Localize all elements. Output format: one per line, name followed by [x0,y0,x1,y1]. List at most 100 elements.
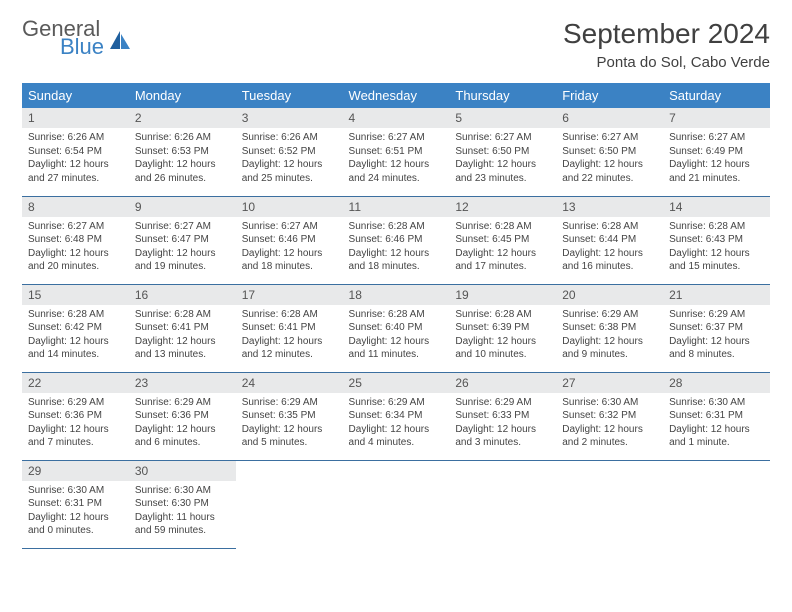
sunset-line: Sunset: 6:53 PM [135,145,230,159]
day-details: Sunrise: 6:27 AMSunset: 6:50 PMDaylight:… [556,128,663,191]
sunset-line: Sunset: 6:31 PM [28,497,123,511]
sunset-line: Sunset: 6:36 PM [135,409,230,423]
calendar-cell: 1Sunrise: 6:26 AMSunset: 6:54 PMDaylight… [22,108,129,196]
calendar-cell: 8Sunrise: 6:27 AMSunset: 6:48 PMDaylight… [22,196,129,284]
sunrise-line: Sunrise: 6:28 AM [349,308,444,322]
calendar-cell [449,460,556,548]
daylight-line: Daylight: 12 hours and 17 minutes. [455,247,550,274]
sunset-line: Sunset: 6:43 PM [669,233,764,247]
calendar-cell: 25Sunrise: 6:29 AMSunset: 6:34 PMDayligh… [343,372,450,460]
logo-line2: Blue [60,36,104,58]
sunset-line: Sunset: 6:37 PM [669,321,764,335]
calendar-cell: 24Sunrise: 6:29 AMSunset: 6:35 PMDayligh… [236,372,343,460]
sunrise-line: Sunrise: 6:27 AM [669,131,764,145]
day-number: 1 [22,108,129,128]
sunset-line: Sunset: 6:34 PM [349,409,444,423]
day-number: 18 [343,285,450,305]
sunrise-line: Sunrise: 6:27 AM [455,131,550,145]
day-details: Sunrise: 6:27 AMSunset: 6:46 PMDaylight:… [236,217,343,280]
day-details: Sunrise: 6:29 AMSunset: 6:36 PMDaylight:… [129,393,236,456]
day-number: 10 [236,197,343,217]
calendar-cell [663,460,770,548]
daylight-line: Daylight: 12 hours and 9 minutes. [562,335,657,362]
calendar-cell: 6Sunrise: 6:27 AMSunset: 6:50 PMDaylight… [556,108,663,196]
sunrise-line: Sunrise: 6:28 AM [135,308,230,322]
weekday-header: Saturday [663,83,770,108]
day-details: Sunrise: 6:27 AMSunset: 6:51 PMDaylight:… [343,128,450,191]
daylight-line: Daylight: 12 hours and 23 minutes. [455,158,550,185]
day-details: Sunrise: 6:28 AMSunset: 6:42 PMDaylight:… [22,305,129,368]
day-number: 19 [449,285,556,305]
sunrise-line: Sunrise: 6:29 AM [669,308,764,322]
day-number: 9 [129,197,236,217]
calendar-table: SundayMondayTuesdayWednesdayThursdayFrid… [22,83,770,549]
day-number: 22 [22,373,129,393]
day-number: 16 [129,285,236,305]
sunrise-line: Sunrise: 6:28 AM [455,220,550,234]
sunrise-line: Sunrise: 6:28 AM [28,308,123,322]
daylight-line: Daylight: 12 hours and 5 minutes. [242,423,337,450]
sunrise-line: Sunrise: 6:30 AM [669,396,764,410]
calendar-cell: 26Sunrise: 6:29 AMSunset: 6:33 PMDayligh… [449,372,556,460]
day-number: 5 [449,108,556,128]
sunset-line: Sunset: 6:30 PM [135,497,230,511]
daylight-line: Daylight: 12 hours and 6 minutes. [135,423,230,450]
day-details: Sunrise: 6:30 AMSunset: 6:32 PMDaylight:… [556,393,663,456]
sunrise-line: Sunrise: 6:28 AM [242,308,337,322]
day-details: Sunrise: 6:30 AMSunset: 6:30 PMDaylight:… [129,481,236,544]
weekday-header: Wednesday [343,83,450,108]
day-details: Sunrise: 6:27 AMSunset: 6:50 PMDaylight:… [449,128,556,191]
calendar-row: 1Sunrise: 6:26 AMSunset: 6:54 PMDaylight… [22,108,770,196]
daylight-line: Daylight: 12 hours and 19 minutes. [135,247,230,274]
day-details: Sunrise: 6:27 AMSunset: 6:48 PMDaylight:… [22,217,129,280]
daylight-line: Daylight: 12 hours and 27 minutes. [28,158,123,185]
day-details: Sunrise: 6:28 AMSunset: 6:41 PMDaylight:… [236,305,343,368]
sunset-line: Sunset: 6:35 PM [242,409,337,423]
day-details: Sunrise: 6:29 AMSunset: 6:38 PMDaylight:… [556,305,663,368]
day-number: 3 [236,108,343,128]
day-details: Sunrise: 6:27 AMSunset: 6:47 PMDaylight:… [129,217,236,280]
day-number: 20 [556,285,663,305]
daylight-line: Daylight: 12 hours and 12 minutes. [242,335,337,362]
sunrise-line: Sunrise: 6:27 AM [562,131,657,145]
day-number: 11 [343,197,450,217]
day-number: 29 [22,461,129,481]
calendar-row: 15Sunrise: 6:28 AMSunset: 6:42 PMDayligh… [22,284,770,372]
sunset-line: Sunset: 6:52 PM [242,145,337,159]
calendar-cell [236,460,343,548]
calendar-row: 22Sunrise: 6:29 AMSunset: 6:36 PMDayligh… [22,372,770,460]
logo-sail-icon [108,29,132,51]
daylight-line: Daylight: 12 hours and 11 minutes. [349,335,444,362]
sunset-line: Sunset: 6:46 PM [349,233,444,247]
daylight-line: Daylight: 12 hours and 10 minutes. [455,335,550,362]
day-details: Sunrise: 6:28 AMSunset: 6:40 PMDaylight:… [343,305,450,368]
calendar-cell: 28Sunrise: 6:30 AMSunset: 6:31 PMDayligh… [663,372,770,460]
weekday-header: Monday [129,83,236,108]
sunrise-line: Sunrise: 6:30 AM [135,484,230,498]
weekday-header: Sunday [22,83,129,108]
sunset-line: Sunset: 6:48 PM [28,233,123,247]
daylight-line: Daylight: 12 hours and 16 minutes. [562,247,657,274]
daylight-line: Daylight: 12 hours and 25 minutes. [242,158,337,185]
daylight-line: Daylight: 12 hours and 20 minutes. [28,247,123,274]
sunrise-line: Sunrise: 6:26 AM [242,131,337,145]
calendar-cell: 29Sunrise: 6:30 AMSunset: 6:31 PMDayligh… [22,460,129,548]
sunset-line: Sunset: 6:38 PM [562,321,657,335]
day-number: 4 [343,108,450,128]
day-number: 27 [556,373,663,393]
calendar-cell: 15Sunrise: 6:28 AMSunset: 6:42 PMDayligh… [22,284,129,372]
day-number: 26 [449,373,556,393]
day-details: Sunrise: 6:29 AMSunset: 6:36 PMDaylight:… [22,393,129,456]
sunrise-line: Sunrise: 6:30 AM [28,484,123,498]
daylight-line: Daylight: 12 hours and 18 minutes. [349,247,444,274]
sunrise-line: Sunrise: 6:26 AM [135,131,230,145]
sunrise-line: Sunrise: 6:29 AM [242,396,337,410]
day-number: 7 [663,108,770,128]
day-details: Sunrise: 6:28 AMSunset: 6:45 PMDaylight:… [449,217,556,280]
calendar-cell: 18Sunrise: 6:28 AMSunset: 6:40 PMDayligh… [343,284,450,372]
title-block: September 2024 Ponta do Sol, Cabo Verde [563,18,770,71]
day-details: Sunrise: 6:29 AMSunset: 6:35 PMDaylight:… [236,393,343,456]
sunrise-line: Sunrise: 6:27 AM [135,220,230,234]
calendar-row: 29Sunrise: 6:30 AMSunset: 6:31 PMDayligh… [22,460,770,548]
sunset-line: Sunset: 6:50 PM [455,145,550,159]
